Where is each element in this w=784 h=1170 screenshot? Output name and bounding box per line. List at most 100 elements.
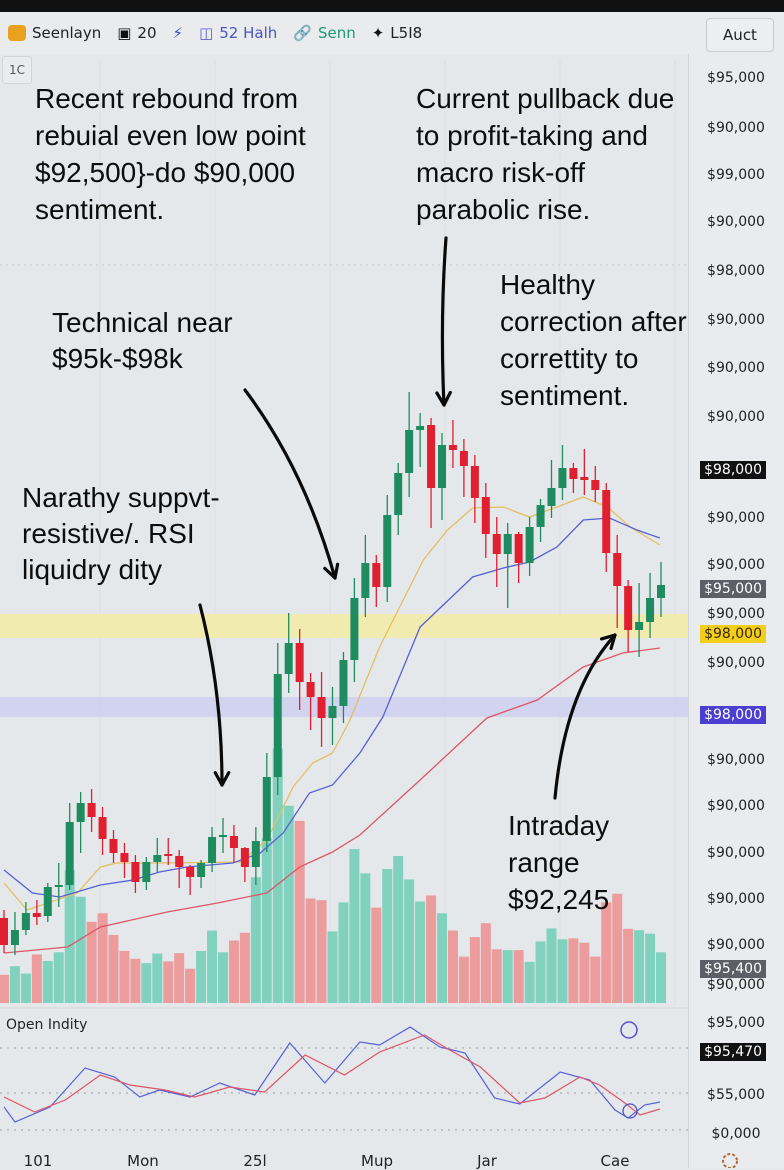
price-tag-black: $98,000 <box>700 461 766 479</box>
candle-body <box>394 473 403 515</box>
candle-body <box>43 887 52 916</box>
volume-bar <box>447 930 458 1003</box>
candle-body <box>503 534 512 554</box>
candle-body <box>317 697 326 718</box>
price-tick-label: $95,000 <box>707 1015 765 1031</box>
candle-body <box>328 706 337 718</box>
price-axis[interactable] <box>688 54 784 1168</box>
candle-body <box>624 586 633 630</box>
volume-bar <box>590 956 601 1003</box>
volume-bar <box>130 958 141 1003</box>
candle-body <box>416 426 425 430</box>
candle-body <box>427 425 436 488</box>
candle-body <box>0 918 8 945</box>
candle-body <box>569 468 578 479</box>
candle-body <box>197 863 206 877</box>
toolbar-item[interactable]: ◫ 52 Halh <box>199 24 277 42</box>
candle-body <box>76 803 85 822</box>
volume-bar <box>327 931 338 1003</box>
volume-bar <box>415 901 426 1003</box>
candle-body <box>459 451 468 466</box>
candle-body <box>361 563 370 598</box>
toolbar-item[interactable]: ⚡ <box>173 24 184 42</box>
timeframe-button[interactable]: 1C <box>2 56 32 84</box>
calendar-icon: ◫ <box>199 24 214 42</box>
volume-bar <box>31 954 42 1003</box>
volume-bar <box>185 968 196 1003</box>
volume-bar <box>502 950 513 1003</box>
volume-bar <box>491 949 502 1003</box>
volume-bar <box>579 942 590 1003</box>
time-tick-label: Jar <box>477 1152 497 1170</box>
price-tick-label: $90,000 <box>707 409 765 425</box>
toolbar-item[interactable]: 🔗 Senn <box>293 24 355 42</box>
toolbar-item-label: 52 Halh <box>219 24 278 42</box>
candle-body <box>295 643 304 682</box>
toolbar-item[interactable]: ✦ L5I8 <box>372 24 422 42</box>
annotation-arrow <box>440 236 448 407</box>
volume-bar <box>601 902 612 1003</box>
volume-bar <box>152 953 163 1003</box>
price-tag-gray: $95,400 <box>700 960 766 978</box>
price-tick-label: $90,000 <box>707 752 765 768</box>
volume-bar <box>546 928 557 1003</box>
candle-body <box>547 488 556 506</box>
volume-bar <box>393 855 404 1003</box>
settings-gear-icon[interactable] <box>722 1153 738 1168</box>
candle-body <box>350 598 359 660</box>
annotation-rebound: Recent rebound from rebuial even low poi… <box>35 83 306 225</box>
toolbar-item[interactable]: ▣ 20 <box>117 24 156 42</box>
volume-bar <box>316 900 327 1003</box>
price-tag-black: $95,470 <box>700 1043 766 1061</box>
price-tag-blue: $98,000 <box>700 706 766 724</box>
toolbar-item-label: L5I8 <box>390 24 423 42</box>
screen-bezel <box>0 0 784 12</box>
annotation-technical: Technical near $95k-$98k <box>52 307 233 374</box>
candle-body <box>284 643 293 674</box>
price-tick-label: $90,000 <box>707 312 765 328</box>
volume-bar <box>119 950 130 1003</box>
auct-button[interactable]: Auct <box>706 18 774 52</box>
candle-body <box>208 837 217 863</box>
candle-body <box>153 855 162 862</box>
candle-body <box>613 553 622 586</box>
candle-body <box>164 854 173 856</box>
arrow-head-icon <box>435 390 452 407</box>
volume-bar <box>404 879 415 1003</box>
price-tag-gray: $95,000 <box>700 580 766 598</box>
price-tick-label: $90,000 <box>707 845 765 861</box>
candle-body <box>602 490 611 553</box>
candle-body <box>109 839 118 853</box>
candle-body <box>10 930 19 945</box>
candle-body <box>372 563 381 587</box>
volume-bar <box>9 966 20 1003</box>
badge-icon: ▣ <box>117 24 132 42</box>
time-tick-label: Mon <box>127 1152 159 1170</box>
candle-body <box>98 817 107 839</box>
volume-bar <box>0 974 9 1003</box>
price-zone <box>0 614 688 638</box>
moving-average-line <box>3 647 660 954</box>
moving-average-line <box>3 517 661 898</box>
volume-bar <box>20 973 31 1003</box>
price-tag-yellow: $98,000 <box>700 625 766 643</box>
volume-bar <box>524 961 535 1003</box>
price-tick-label: $90,000 <box>707 937 765 953</box>
candle-body <box>131 862 140 882</box>
volume-bar <box>305 898 316 1003</box>
candle-body <box>470 466 479 498</box>
price-tick-label: $90,000 <box>707 977 765 993</box>
price-tick-label: $99,000 <box>707 167 765 183</box>
price-tick-label: $90,000 <box>707 655 765 671</box>
volume-bar <box>174 953 185 1003</box>
alert-icon <box>620 1021 638 1039</box>
annotation-arrow <box>553 633 617 800</box>
oscillator-line <box>3 1034 661 1116</box>
toolbar-item-label: Seenlayn <box>32 24 102 42</box>
volume-bar <box>437 913 447 1003</box>
toolbar-item[interactable]: Seenlayn <box>8 24 101 42</box>
time-tick-label: 101 <box>23 1152 53 1170</box>
candle-body <box>591 480 600 490</box>
candle-body <box>142 862 151 882</box>
